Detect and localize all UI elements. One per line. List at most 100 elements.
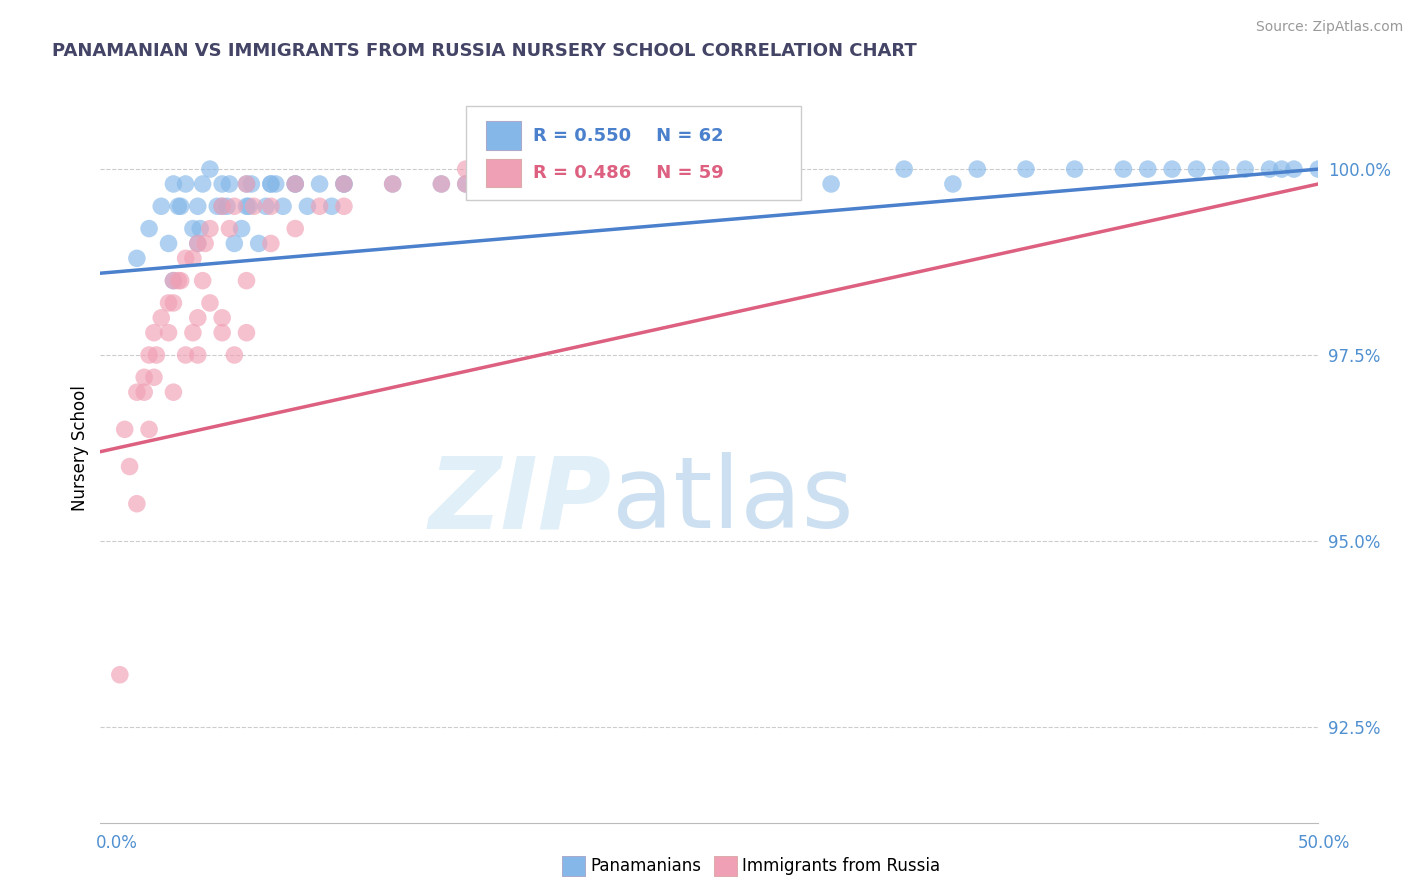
Point bbox=[211, 177, 233, 191]
Point bbox=[138, 422, 160, 436]
Point bbox=[187, 236, 209, 251]
Point bbox=[218, 221, 240, 235]
Point bbox=[284, 177, 307, 191]
Point bbox=[157, 326, 180, 340]
Point bbox=[1063, 162, 1085, 177]
Point bbox=[174, 252, 197, 266]
Point bbox=[142, 370, 165, 384]
Point bbox=[308, 177, 330, 191]
Point bbox=[284, 177, 307, 191]
Point bbox=[218, 177, 240, 191]
Point bbox=[187, 199, 209, 213]
Point bbox=[235, 177, 257, 191]
Point bbox=[454, 177, 477, 191]
Point bbox=[1282, 162, 1305, 177]
Point bbox=[576, 177, 599, 191]
Text: Source: ZipAtlas.com: Source: ZipAtlas.com bbox=[1256, 20, 1403, 34]
Point bbox=[381, 177, 404, 191]
Point bbox=[235, 199, 257, 213]
Text: atlas: atlas bbox=[612, 452, 853, 549]
Text: R = 0.486    N = 59: R = 0.486 N = 59 bbox=[533, 164, 724, 182]
Point bbox=[167, 274, 190, 288]
Text: R = 0.550    N = 62: R = 0.550 N = 62 bbox=[533, 127, 723, 145]
Bar bbox=[486, 159, 520, 187]
Point bbox=[1271, 162, 1294, 177]
Point bbox=[576, 177, 599, 191]
Point bbox=[188, 221, 211, 235]
Point bbox=[770, 162, 793, 177]
Point bbox=[118, 459, 141, 474]
Point bbox=[162, 385, 184, 400]
Point bbox=[942, 177, 965, 191]
Text: Immigrants from Russia: Immigrants from Russia bbox=[742, 857, 941, 875]
Point bbox=[264, 177, 287, 191]
Point bbox=[150, 199, 173, 213]
Text: Panamanians: Panamanians bbox=[591, 857, 702, 875]
Point bbox=[235, 326, 257, 340]
Point bbox=[162, 296, 184, 310]
Point bbox=[503, 177, 526, 191]
Point bbox=[114, 422, 136, 436]
Point bbox=[626, 177, 648, 191]
Point bbox=[454, 177, 477, 191]
Point bbox=[697, 162, 720, 177]
Point bbox=[454, 162, 477, 177]
Point bbox=[430, 177, 453, 191]
Point bbox=[1161, 162, 1184, 177]
Point bbox=[150, 310, 173, 325]
Point bbox=[284, 221, 307, 235]
Point bbox=[966, 162, 988, 177]
Point bbox=[211, 199, 233, 213]
Y-axis label: Nursery School: Nursery School bbox=[72, 385, 89, 511]
Point bbox=[181, 326, 204, 340]
Point bbox=[284, 177, 307, 191]
Point bbox=[211, 310, 233, 325]
Point bbox=[187, 236, 209, 251]
Point bbox=[211, 199, 233, 213]
Point bbox=[162, 274, 184, 288]
Point bbox=[503, 162, 526, 177]
Point bbox=[240, 177, 263, 191]
Point bbox=[333, 177, 356, 191]
Point bbox=[224, 199, 246, 213]
Text: ZIP: ZIP bbox=[429, 452, 612, 549]
Point bbox=[697, 177, 720, 191]
Point bbox=[157, 296, 180, 310]
Point bbox=[198, 296, 221, 310]
FancyBboxPatch shape bbox=[465, 106, 800, 200]
Point bbox=[247, 236, 270, 251]
Point bbox=[198, 162, 221, 177]
Text: PANAMANIAN VS IMMIGRANTS FROM RUSSIA NURSERY SCHOOL CORRELATION CHART: PANAMANIAN VS IMMIGRANTS FROM RUSSIA NUR… bbox=[52, 42, 917, 60]
Point bbox=[243, 199, 266, 213]
Point bbox=[235, 177, 257, 191]
Point bbox=[194, 236, 217, 251]
Point bbox=[271, 199, 294, 213]
Point bbox=[321, 199, 343, 213]
Point bbox=[1185, 162, 1208, 177]
Point bbox=[576, 177, 599, 191]
Point bbox=[181, 221, 204, 235]
Point bbox=[157, 236, 180, 251]
Point bbox=[333, 177, 356, 191]
Point bbox=[138, 221, 160, 235]
Point bbox=[191, 274, 214, 288]
Point bbox=[260, 199, 283, 213]
Point bbox=[162, 274, 184, 288]
Point bbox=[142, 326, 165, 340]
Point bbox=[134, 385, 156, 400]
Point bbox=[297, 199, 319, 213]
Text: 0.0%: 0.0% bbox=[96, 834, 138, 852]
Point bbox=[333, 199, 356, 213]
Point bbox=[108, 667, 131, 681]
Point bbox=[134, 370, 156, 384]
Point bbox=[174, 348, 197, 362]
Point bbox=[1209, 162, 1232, 177]
Point bbox=[893, 162, 915, 177]
Point bbox=[187, 348, 209, 362]
Point bbox=[1015, 162, 1038, 177]
Point bbox=[260, 236, 283, 251]
Point bbox=[125, 385, 148, 400]
Bar bbox=[486, 121, 520, 150]
Point bbox=[235, 274, 257, 288]
Point bbox=[238, 199, 260, 213]
